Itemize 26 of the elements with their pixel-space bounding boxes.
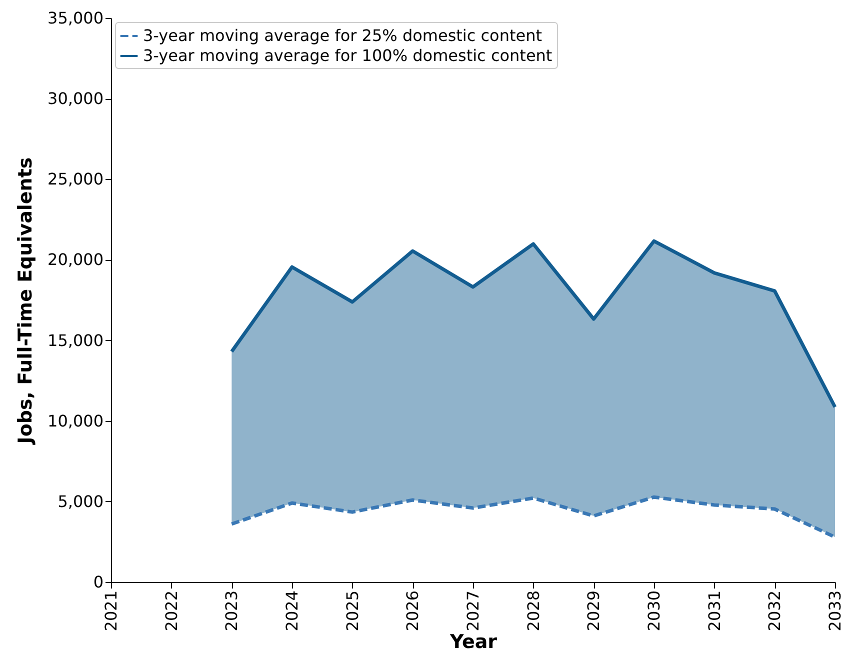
y-tick-label: 5,000 (58, 492, 104, 511)
x-tick-label: 2032 (765, 590, 784, 632)
x-tick-label: 2025 (342, 590, 362, 632)
x-tick-label: 2021 (102, 590, 120, 632)
x-tick-label: 2026 (403, 590, 422, 632)
y-tick-label: 35,000 (48, 8, 104, 28)
x-tick-label: 2033 (826, 590, 844, 632)
x-tick-label: 2022 (162, 590, 181, 632)
x-axis-title: Year (448, 631, 498, 654)
y-tick-label: 0 (93, 572, 104, 592)
y-axis-title: Jobs, Full-Time Equivalents (14, 157, 37, 446)
x-tick-label: 2030 (644, 590, 664, 632)
y-tick-label: 15,000 (48, 330, 104, 350)
x-tick-label: 2024 (282, 590, 302, 632)
x-tick-label: 2031 (704, 590, 724, 632)
y-tick-label: 25,000 (48, 170, 104, 189)
x-tick-label: 2027 (464, 590, 482, 632)
legend-label: 3-year moving average for 25% domestic content (143, 26, 542, 45)
legend-label: 3-year moving average for 100% domestic content (143, 46, 552, 65)
y-tick-label: 10,000 (48, 411, 104, 430)
x-tick-label: 2023 (222, 590, 242, 632)
x-tick-label: 2029 (584, 590, 604, 632)
y-tick-label: 20,000 (48, 250, 104, 270)
line-series (230, 239, 837, 409)
x-tick-label: 2028 (524, 590, 543, 632)
y-tick-label: 30,000 (48, 89, 104, 108)
